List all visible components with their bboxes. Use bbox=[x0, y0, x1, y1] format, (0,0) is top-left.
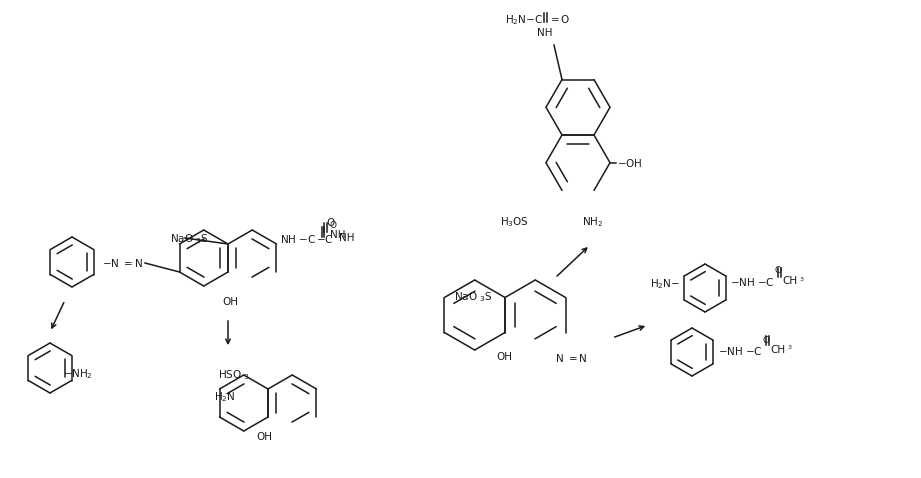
Text: $-$N $=$N: $-$N $=$N bbox=[102, 257, 144, 269]
Text: H$_2$N: H$_2$N bbox=[214, 390, 236, 404]
Text: O: O bbox=[762, 336, 769, 345]
Text: OH: OH bbox=[496, 352, 512, 362]
Text: $_{3}$: $_{3}$ bbox=[799, 274, 805, 283]
Text: NH: NH bbox=[339, 233, 355, 243]
Text: NH: NH bbox=[537, 28, 553, 38]
Text: NaO $_{3}$S: NaO $_{3}$S bbox=[170, 232, 209, 246]
Text: OH: OH bbox=[256, 432, 272, 442]
Text: $-$NH $-$C: $-$NH $-$C bbox=[718, 345, 763, 357]
Text: NaO $_{3}$S: NaO $_{3}$S bbox=[454, 290, 493, 304]
Text: $-$OH: $-$OH bbox=[617, 157, 643, 169]
Text: $=$O: $=$O bbox=[548, 13, 570, 25]
Text: NH $-$C: NH $-$C bbox=[280, 233, 316, 245]
Text: O: O bbox=[329, 221, 336, 230]
Text: O: O bbox=[326, 218, 334, 228]
Text: $-$NH $-$C: $-$NH $-$C bbox=[730, 276, 775, 288]
Text: CH: CH bbox=[770, 345, 785, 355]
Text: NH$_2$: NH$_2$ bbox=[582, 215, 603, 229]
Text: $_{3}$: $_{3}$ bbox=[787, 344, 793, 352]
Text: $-$NH$_2$: $-$NH$_2$ bbox=[63, 367, 93, 381]
Text: H$_2$N$-$C: H$_2$N$-$C bbox=[505, 13, 543, 27]
Text: O: O bbox=[774, 266, 781, 275]
Text: H$_2$N$-$: H$_2$N$-$ bbox=[650, 277, 681, 291]
Text: OH: OH bbox=[222, 297, 238, 307]
Text: NH: NH bbox=[330, 230, 345, 240]
Text: CH: CH bbox=[782, 276, 797, 286]
Text: H$_3$OS: H$_3$OS bbox=[500, 215, 529, 229]
Text: $-$C: $-$C bbox=[316, 233, 333, 245]
Text: HSO $_{3}$: HSO $_{3}$ bbox=[218, 368, 250, 382]
Text: N $=$N: N $=$N bbox=[555, 352, 588, 364]
